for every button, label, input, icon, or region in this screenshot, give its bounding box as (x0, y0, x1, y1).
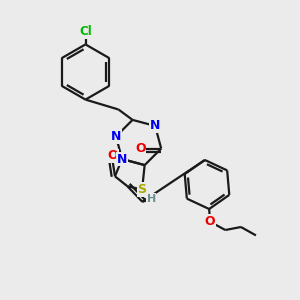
Text: S: S (138, 183, 147, 196)
Text: Cl: Cl (79, 25, 92, 38)
Text: N: N (117, 152, 127, 166)
Text: O: O (204, 215, 215, 228)
Text: O: O (107, 149, 118, 162)
Text: N: N (111, 130, 121, 143)
Text: O: O (135, 142, 146, 155)
Text: N: N (150, 119, 160, 133)
Text: H: H (147, 194, 156, 204)
